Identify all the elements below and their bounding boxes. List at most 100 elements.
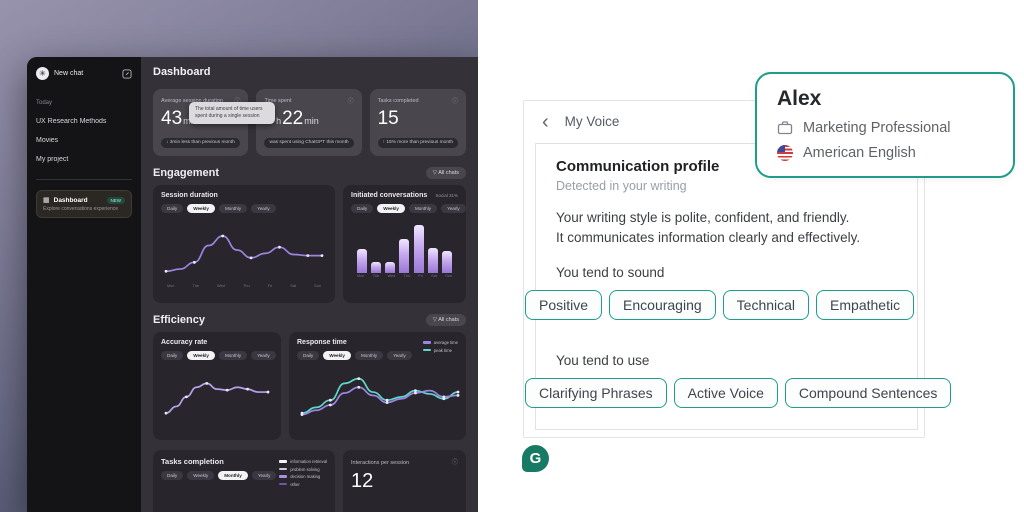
- period-tabs: Daily Weekly Monthly Yearly: [351, 204, 466, 213]
- accuracy-rate-line-chart: [164, 382, 270, 415]
- sound-chips-row: Positive Encouraging Technical Empathetic: [525, 290, 917, 320]
- legend-label: decision making: [290, 474, 321, 479]
- x-axis-labels: Mon Tue Wed Thu Fri Sat Sun: [161, 283, 327, 288]
- chat-history-item[interactable]: UX Research Methods: [36, 118, 107, 125]
- x-tick-label: Sun: [445, 274, 452, 278]
- x-tick-label: Thu: [403, 274, 411, 278]
- dashboard-grid-icon: ▦: [43, 197, 50, 204]
- bar: [399, 239, 410, 273]
- trait-chip[interactable]: Clarifying Phrases: [525, 378, 667, 408]
- tab-yearly[interactable]: Yearly: [251, 471, 277, 480]
- x-tick-label: Sat: [431, 274, 437, 278]
- new-chat-button[interactable]: New chat: [54, 70, 84, 77]
- tab-yearly[interactable]: Yearly: [251, 204, 276, 213]
- x-axis-labels: Mon Tue Wed Thu Fri Sat Sun: [351, 273, 458, 278]
- trait-chip[interactable]: Active Voice: [673, 378, 778, 408]
- legend-item: problem solving: [279, 467, 327, 472]
- tab-monthly[interactable]: Monthly: [354, 351, 384, 360]
- sound-label: You tend to sound: [556, 265, 665, 280]
- info-icon[interactable]: ⓘ: [451, 99, 458, 105]
- history-section-label: Today: [36, 100, 53, 106]
- sidebar-item-dashboard[interactable]: ▦ Dashboard NEW Explore conversations ex…: [36, 190, 132, 218]
- legend-item: other: [279, 482, 327, 487]
- tab-weekly[interactable]: Weekly: [187, 351, 215, 360]
- new-badge: NEW: [106, 196, 125, 204]
- chat-history-item[interactable]: My project: [36, 156, 69, 163]
- stat-label: Time spent: [264, 97, 292, 104]
- tab-daily[interactable]: Daily: [161, 351, 184, 360]
- stat-footer: ↑ 15% more than previous month: [377, 137, 458, 148]
- new-chat-icon[interactable]: [122, 69, 132, 79]
- x-tick-label: Sat: [290, 284, 297, 288]
- legend-swatch: [279, 467, 288, 471]
- tab-monthly[interactable]: Monthly: [218, 351, 248, 360]
- tab-daily[interactable]: Daily: [161, 471, 184, 480]
- stat-card: Tasks completed ⓘ 15 ↑ 15% more than previo…: [369, 89, 466, 156]
- session-duration-card: Session duration Daily Weekly Monthly Yearl…: [153, 185, 335, 303]
- occupation-label: Marketing Professional: [803, 120, 951, 136]
- legend-label: problem solving: [290, 466, 320, 472]
- tab-weekly[interactable]: Weekly: [323, 351, 351, 360]
- legend-label: average time: [433, 340, 458, 345]
- chatgpt-dashboard-window: ✳ New chat Today UX Research Methods Movi…: [27, 57, 478, 512]
- x-tick-label: Wed: [217, 284, 225, 288]
- legend-swatch: [279, 482, 288, 486]
- stat-card: Time spent ⓘ 3h22min was spent using ChatGP…: [256, 89, 362, 156]
- tab-monthly[interactable]: Monthly: [218, 204, 248, 213]
- trait-chip[interactable]: Encouraging: [609, 290, 716, 320]
- communication-profile-card: Communication profile Detected in your w…: [525, 143, 952, 430]
- legend-label: other: [290, 481, 300, 487]
- legend-item: peak time: [422, 348, 458, 353]
- x-tick-label: Thu: [243, 284, 250, 288]
- tab-daily[interactable]: Daily: [161, 204, 184, 213]
- dashboard-item-label: Dashboard: [53, 196, 88, 204]
- trait-chip[interactable]: Positive: [525, 290, 603, 320]
- chatgpt-logo-icon: ✳: [36, 67, 49, 80]
- stat-footer: ↓ 3min less than previous month: [161, 137, 240, 148]
- tab-weekly[interactable]: Weekly: [187, 471, 215, 480]
- stat-footer: was spent using ChatGPT this month: [264, 137, 354, 148]
- my-voice-panel: ‹ My Voice Communication profile Detecte…: [523, 100, 952, 438]
- tab-weekly[interactable]: Weekly: [187, 204, 215, 213]
- bar: [371, 261, 382, 273]
- x-tick-label: Mon: [357, 274, 365, 278]
- response-time-card: Response time average time peak time Dail…: [289, 332, 466, 440]
- engagement-section-title: Engagement: [153, 167, 220, 179]
- language-label: American English: [803, 145, 916, 161]
- trait-chip[interactable]: Technical: [722, 290, 810, 320]
- tab-yearly[interactable]: Yearly: [387, 351, 412, 360]
- trait-chip[interactable]: Empathetic: [816, 290, 915, 320]
- tab-daily[interactable]: Daily: [297, 351, 320, 360]
- card-title: Interactions per session: [351, 460, 410, 466]
- card-title: Session duration: [161, 192, 218, 199]
- interactions-per-session-card: Interactions per session ⓘ 12: [343, 450, 466, 512]
- back-chevron-icon[interactable]: ‹: [542, 110, 549, 133]
- use-chips-row: Clarifying Phrases Active Voice Compound S…: [525, 378, 952, 408]
- chat-history-item[interactable]: Movies: [36, 137, 59, 144]
- profile-subheading: Detected in your writing: [556, 179, 687, 193]
- all-chats-filter-button[interactable]: ▽ All chats: [425, 314, 466, 326]
- bar: [357, 249, 367, 273]
- efficiency-section-title: Efficiency: [153, 314, 205, 326]
- dashboard-item-subtitle: Explore conversations experience: [43, 206, 119, 212]
- x-tick-label: Tue: [372, 274, 380, 278]
- page-title: Dashboard: [153, 66, 211, 78]
- tab-yearly[interactable]: Yearly: [251, 351, 276, 360]
- period-tabs: Daily Weekly Monthly Yearly: [161, 471, 277, 480]
- info-icon[interactable]: ⓘ: [347, 99, 354, 105]
- all-chats-filter-button[interactable]: ▽ All chats: [425, 167, 466, 179]
- tab-weekly[interactable]: Weekly: [377, 204, 405, 213]
- tab-daily[interactable]: Daily: [351, 204, 374, 213]
- tab-yearly[interactable]: Yearly: [441, 204, 466, 213]
- card-title: Tasks completion: [161, 457, 224, 466]
- tab-monthly[interactable]: Monthly: [218, 471, 248, 480]
- initiated-conversations-card: Initiated conversations Social 31% Daily…: [343, 185, 466, 303]
- info-icon[interactable]: ⓘ: [451, 460, 458, 466]
- x-tick-label: Wed: [387, 274, 396, 278]
- tasks-completion-card: Tasks completion Daily Weekly Monthly Yearl…: [153, 450, 335, 512]
- tab-monthly[interactable]: Monthly: [408, 204, 438, 213]
- trait-chip[interactable]: Compound Sentences: [784, 378, 952, 408]
- stats-row: Average session durationⓘ43min↓ 3min les…: [153, 89, 466, 156]
- legend-swatch: [422, 341, 431, 344]
- use-label: You tend to use: [556, 353, 650, 368]
